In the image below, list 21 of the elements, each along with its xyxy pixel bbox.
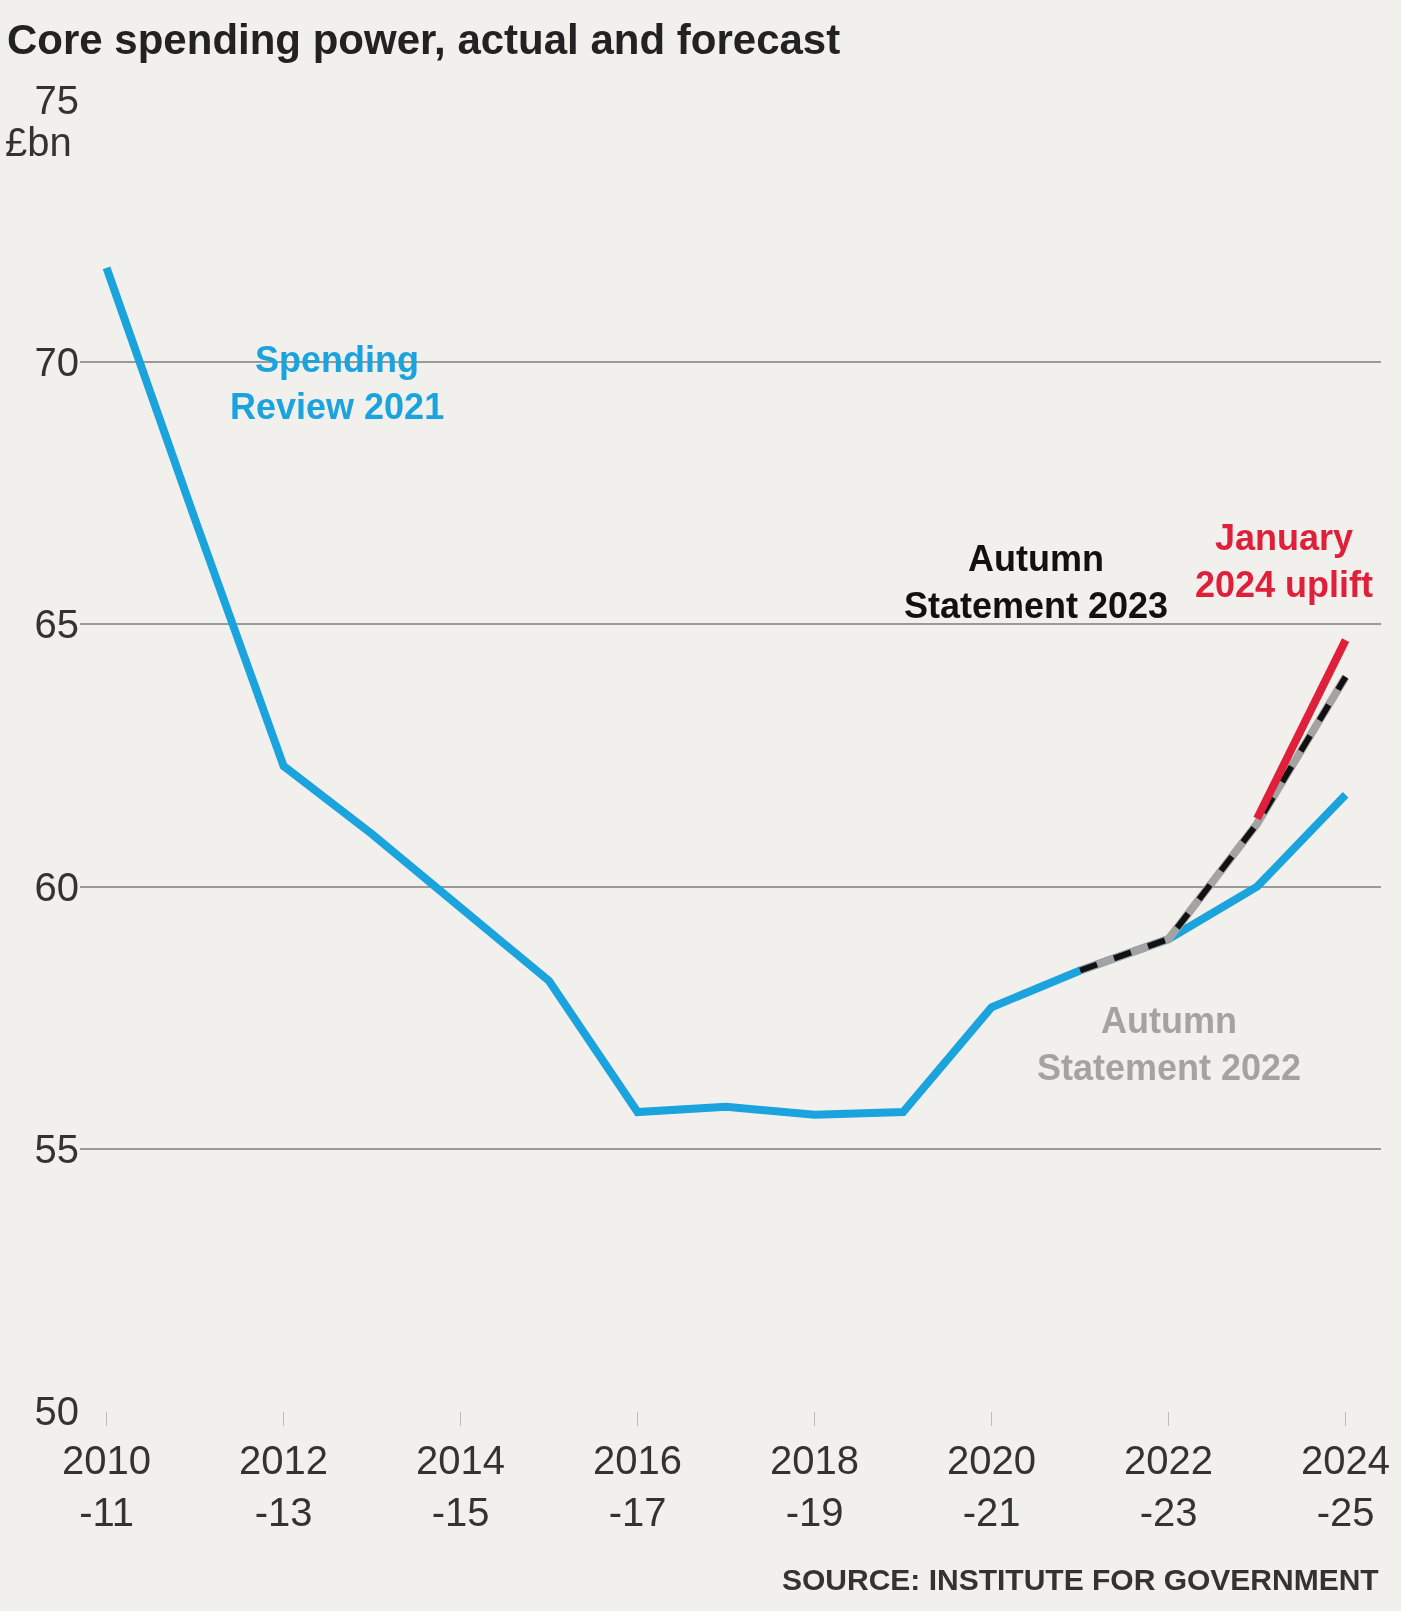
x-tick-label: 2020-21 <box>947 1438 1037 1534</box>
x-tick-label: 2024-25 <box>1301 1438 1391 1534</box>
y-axis-title: £bn <box>5 120 72 164</box>
y-tick-label: 55 <box>34 1126 79 1171</box>
text: Autumn Statement 2023 <box>904 538 1169 626</box>
y-tick-label: 50 <box>34 1389 79 1433</box>
x-tick-label: 2016-17 <box>593 1438 683 1534</box>
y-tick-label: 70 <box>34 340 79 385</box>
x-tick-label: 2018-19 <box>770 1438 860 1534</box>
source-note: SOURCE: INSTITUTE FOR GOVERNMENT <box>782 1563 1379 1596</box>
series-label: January 2024 uplift <box>1195 517 1374 605</box>
x-tick-label: 2022-23 <box>1124 1438 1214 1534</box>
y-tick-label: 60 <box>34 864 79 909</box>
series-label: Autumn Statement 2022 <box>1037 1000 1302 1088</box>
x-tick-label: 2014-15 <box>416 1438 506 1534</box>
y-tick-label: 65 <box>34 602 79 647</box>
x-tick-label: 2010-11 <box>62 1438 152 1534</box>
y-tick-label: 75 <box>34 78 79 122</box>
series-label: Spending Review 2021 <box>230 339 445 427</box>
chart-title: Core spending power, actual and forecast <box>7 15 841 63</box>
x-tick-label: 2012-13 <box>239 1438 329 1534</box>
